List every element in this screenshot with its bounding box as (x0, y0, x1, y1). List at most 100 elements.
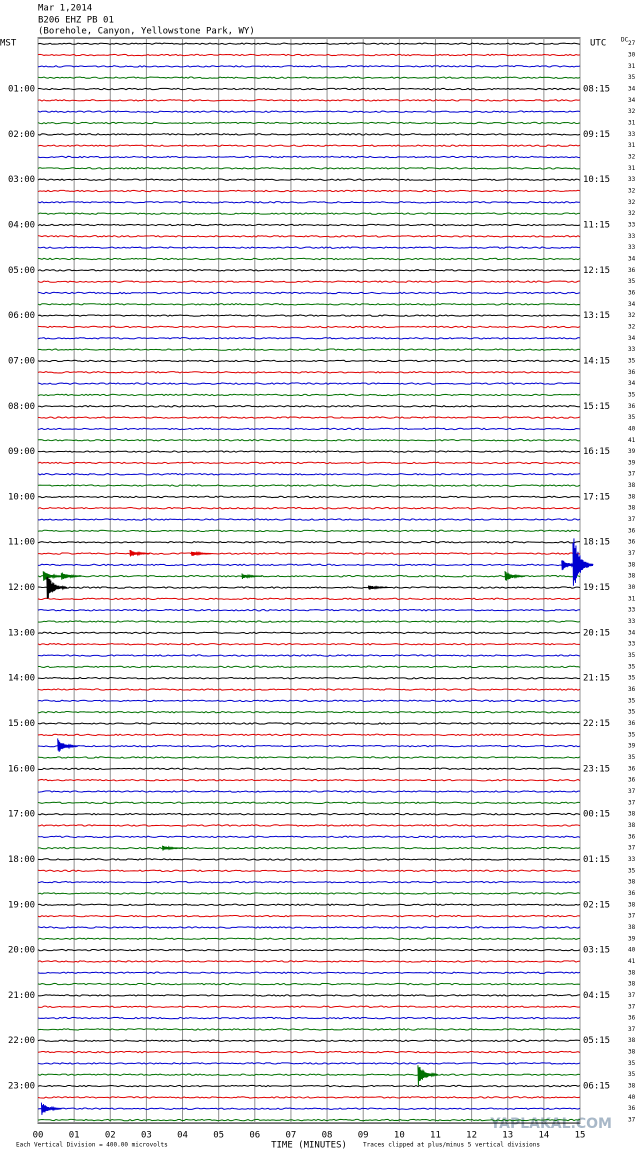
seismic-event (40, 1102, 62, 1115)
dc-offset: 30 (628, 584, 636, 591)
trace (37, 563, 581, 567)
footer-note: Each Vertical Division = 400.00 microvol… (16, 1142, 168, 1149)
left-hour-label: 10:00 (8, 492, 35, 502)
right-hour-label: 15:15 (583, 402, 610, 412)
left-hour-label: 07:00 (8, 356, 35, 366)
trace (37, 1073, 581, 1076)
title-line: (Borehole, Canyon, Yellowstone Park, WY) (38, 27, 255, 37)
dc-offset: 33 (628, 131, 636, 138)
trace (37, 540, 581, 544)
trace (37, 212, 581, 215)
trace (37, 246, 581, 249)
trace (37, 574, 581, 578)
right-hour-label: 03:15 (583, 946, 610, 956)
seismic-event (417, 1065, 439, 1086)
trace (37, 608, 581, 612)
dc-offset: 37 (628, 471, 636, 478)
right-hour-label: 01:15 (583, 855, 610, 865)
seismic-event (161, 845, 183, 851)
x-tick-label: 14 (538, 1131, 549, 1141)
right-hour-label: 10:15 (583, 175, 610, 185)
x-tick-label: 08 (322, 1131, 333, 1141)
trace (37, 1107, 581, 1110)
title-line: Mar 1,2014 (38, 4, 92, 14)
seismic-event (367, 585, 389, 590)
trace (37, 858, 581, 861)
left-hour-label: 16:00 (8, 764, 35, 774)
x-tick-label: 04 (177, 1131, 188, 1141)
trace (37, 87, 581, 91)
trace (37, 472, 581, 476)
dc-offset: 35 (628, 278, 636, 285)
dc-offset: 36 (628, 765, 636, 772)
trace (37, 348, 581, 351)
dc-offset: 41 (628, 437, 636, 444)
trace (37, 1096, 581, 1099)
trace (37, 722, 581, 725)
dc-offset: 35 (628, 697, 636, 704)
dc-offset: 36 (628, 369, 636, 376)
trace (37, 144, 581, 147)
trace (37, 99, 581, 102)
trace (37, 665, 581, 669)
dc-offset: 35 (628, 731, 636, 738)
trace (37, 325, 581, 329)
right-hour-label: 17:15 (583, 492, 610, 502)
dc-offset: 34 (628, 301, 636, 308)
dc-offset: 38 (628, 969, 636, 976)
dc-offset: 38 (628, 924, 636, 931)
trace (37, 620, 581, 623)
dc-offset: 32 (628, 154, 636, 161)
dc-offset: 34 (628, 86, 636, 93)
dc-offset: 33 (628, 221, 636, 228)
dc-offset: 27 (628, 40, 636, 47)
dc-offset: 33 (628, 641, 636, 648)
trace (37, 223, 581, 227)
dc-offset: 33 (628, 233, 636, 240)
trace (37, 178, 581, 181)
trace (37, 767, 581, 771)
dc-offset: 31 (628, 142, 636, 149)
right-hour-label: 14:15 (583, 356, 610, 366)
trace (37, 654, 581, 657)
right-hour-label: 13:15 (583, 311, 610, 321)
left-hour-label: 05:00 (8, 266, 35, 276)
right-hour-label: 18:15 (583, 538, 610, 548)
trace (37, 405, 581, 408)
trace (37, 971, 581, 975)
x-tick-label: 01 (69, 1131, 80, 1141)
dc-offset: 32 (628, 312, 636, 319)
trace (37, 382, 581, 385)
trace (37, 167, 581, 170)
trace (37, 586, 581, 589)
dc-offset: 37 (628, 788, 636, 795)
dc-offset: 41 (628, 958, 636, 965)
trace (37, 416, 581, 419)
left-hour-label: 14:00 (8, 674, 35, 684)
dc-offset: 37 (628, 1026, 636, 1033)
dc-offset: 40 (628, 425, 636, 432)
left-hour-label: 13:00 (8, 628, 35, 638)
trace (37, 1062, 581, 1065)
dc-offset: 34 (628, 97, 636, 104)
dc-offset: 36 (628, 777, 636, 784)
dc-offset: 32 (628, 323, 636, 330)
trace (37, 1039, 581, 1043)
title-line: B206 EHZ PB 01 (38, 16, 114, 26)
x-tick-label: 06 (249, 1131, 260, 1141)
dc-offset: 40 (628, 947, 636, 954)
right-hour-label: 21:15 (583, 674, 610, 684)
right-hour-label: 06:15 (583, 1082, 610, 1092)
dc-offset: 35 (628, 754, 636, 761)
seismic-event (504, 571, 526, 581)
dc-offset: 39 (628, 743, 636, 750)
dc-offset: 38 (628, 573, 636, 580)
dc-offset: 32 (628, 199, 636, 206)
right-hour-label: 04:15 (583, 991, 610, 1001)
dc-offset: 36 (628, 686, 636, 693)
trace (37, 461, 581, 465)
trace (37, 189, 581, 193)
dc-offset: 38 (628, 1037, 636, 1044)
trace (37, 1050, 581, 1054)
